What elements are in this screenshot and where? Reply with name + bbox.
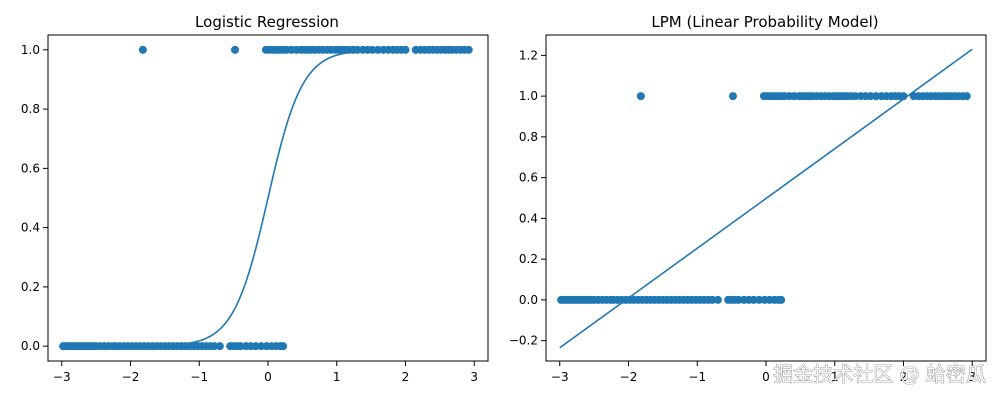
- scatter-point-class-1: [872, 92, 880, 101]
- y-tick-label: 1.0: [519, 89, 538, 103]
- y-tick-label: 0.2: [21, 280, 40, 294]
- watermark-text: 掘金技术社区 @ 蛤密瓜: [773, 362, 986, 386]
- y-tick-label: 0.0: [21, 339, 40, 353]
- x-tick-label: 2: [900, 370, 908, 384]
- y-tick-label: 0.2: [519, 252, 538, 266]
- scatter-point-class-0: [713, 295, 722, 304]
- x-tick-label: −2: [122, 370, 140, 384]
- x-tick-label: 3: [968, 370, 976, 384]
- scatter-point-class-1: [464, 45, 473, 54]
- x-tick-label: −1: [688, 370, 706, 384]
- scatter-point-class-1: [138, 45, 147, 54]
- x-tick-label: −2: [620, 370, 638, 384]
- x-tick-label: 1: [333, 370, 341, 384]
- scatter-point-class-0: [210, 342, 219, 351]
- scatter-point-class-1: [899, 92, 908, 101]
- y-tick-label: 0.8: [519, 130, 538, 144]
- x-tick-label: −1: [190, 370, 208, 384]
- lpm-panel: LPM (Linear Probability Model) −3 −2 −1 0 1 2…: [509, 13, 987, 384]
- x-tick-label: 0: [762, 370, 770, 384]
- y-tick-label: 0.4: [519, 211, 538, 225]
- scatter-point-class-1: [729, 92, 737, 101]
- scatter-point-class-0: [777, 295, 786, 304]
- y-tick-label: 0.6: [21, 161, 40, 175]
- panel-title: Logistic Regression: [195, 13, 339, 31]
- scatter-point-class-0: [251, 342, 260, 351]
- y-tick-label: −0.2: [509, 334, 538, 348]
- y-tick-label: 0.8: [21, 102, 40, 116]
- scatter-point-class-1: [368, 45, 377, 54]
- scatter-point-class-0: [734, 295, 743, 304]
- x-tick-label: 1: [831, 370, 839, 384]
- x-tick-label: 2: [402, 370, 410, 384]
- scatter-point-class-1: [851, 92, 860, 101]
- x-tick-label: −3: [53, 370, 71, 384]
- scatter-point-class-1: [636, 92, 645, 101]
- x-tick-label: 3: [470, 370, 478, 384]
- y-tick-label: 0.6: [519, 171, 538, 185]
- scatter-point-class-1: [401, 45, 410, 54]
- x-tick-label: −3: [551, 370, 569, 384]
- scatter-point-class-0: [215, 342, 224, 351]
- logistic-regression-panel: Logistic Regression −3 −2 −1 0 1 2 3 0.0 0.2 0.4 0…: [21, 13, 489, 384]
- scatter-point-class-1: [866, 92, 875, 101]
- scatter-point-class-0: [755, 295, 764, 304]
- scatter-point-class-0: [257, 342, 266, 351]
- y-tick-label: 0.0: [519, 293, 538, 307]
- y-tick-label: 1.0: [21, 43, 40, 57]
- scatter-point-class-0: [236, 342, 245, 351]
- scatter-point-class-0: [708, 295, 717, 304]
- scatter-point-class-1: [962, 92, 971, 101]
- plot-area: −3 −2 −1 0 1 2 3 0.0 0.2 0.4 0.6 0.8 1.0: [21, 34, 489, 384]
- scatter-point-class-1: [353, 45, 362, 54]
- y-tick-label: 1.2: [519, 48, 538, 62]
- x-tick-label: 0: [264, 370, 272, 384]
- y-tick-label: 0.4: [21, 221, 40, 235]
- plot-area: −3 −2 −1 0 1 2 3 −0.2 0.0 0.2 0.4 0.6 0.8 1.0 1.2: [509, 34, 987, 384]
- panel-title: LPM (Linear Probability Model): [651, 13, 878, 31]
- scatter-point-class-1: [231, 45, 239, 54]
- scatter-point-class-1: [374, 45, 382, 54]
- scatter-point-class-0: [279, 342, 288, 351]
- scatter-point-class-0: [749, 295, 758, 304]
